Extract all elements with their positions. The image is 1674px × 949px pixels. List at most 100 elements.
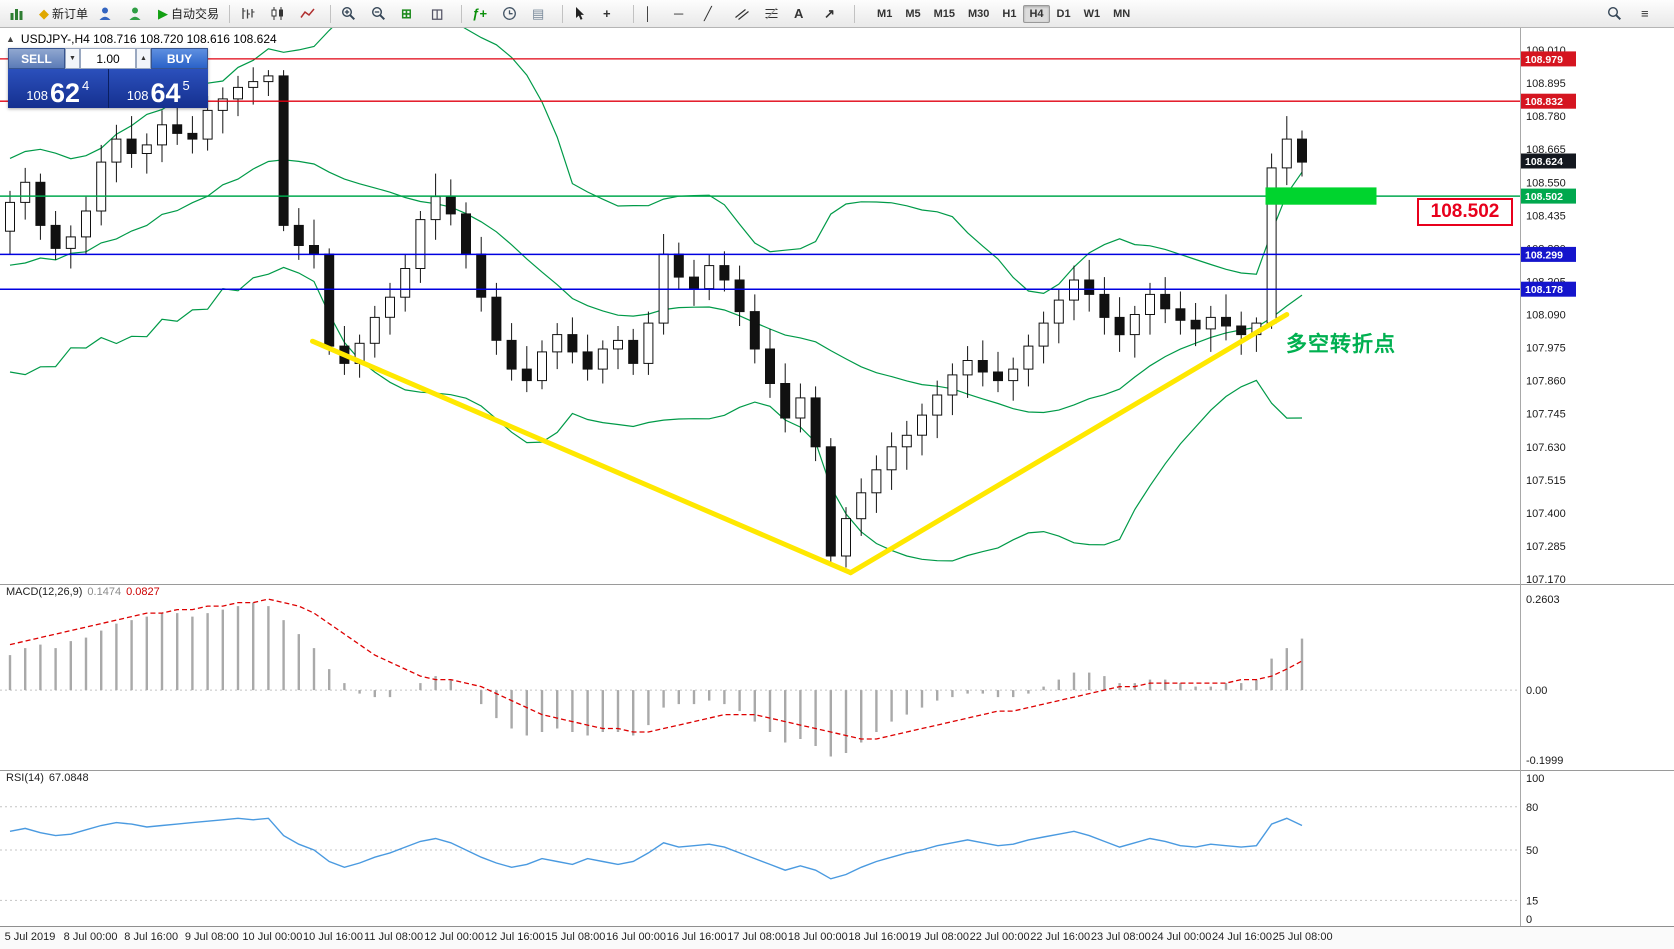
price-tag: 108.178	[1521, 281, 1576, 297]
timeframe-mn-button[interactable]: MN	[1113, 7, 1131, 20]
timeframe-w1-button[interactable]: W1	[1083, 7, 1101, 20]
new-order-button[interactable]: ◆ 新订单	[39, 6, 89, 21]
auto-trading-button[interactable]: ▶ 自动交易	[158, 6, 220, 21]
ask-price[interactable]: 108 64 5	[108, 69, 208, 108]
svg-text:108.895: 108.895	[1526, 78, 1566, 90]
timeframe-m5-button[interactable]: M5	[905, 7, 921, 20]
ask-pip: 5	[182, 78, 190, 93]
price-tag: 108.299	[1521, 246, 1576, 262]
search-button[interactable]	[1603, 2, 1631, 26]
crosshair-button[interactable]: +	[603, 6, 611, 21]
trendline-button[interactable]: ╱	[704, 6, 712, 21]
vertical-line-button[interactable]: │	[644, 6, 653, 21]
svg-text:107.285: 107.285	[1526, 541, 1566, 553]
macd-signal-line	[9, 598, 1303, 740]
time-label: 15 Jul 08:00	[545, 931, 606, 943]
price-callout[interactable]: 108.502	[1417, 198, 1513, 226]
bid-price[interactable]: 108 62 4	[8, 69, 108, 108]
trendline[interactable]	[848, 312, 1290, 576]
time-label: 5 Jul 2019	[4, 931, 56, 943]
terminal-button[interactable]	[124, 2, 152, 26]
channel-button[interactable]	[730, 2, 758, 26]
chart-list-button[interactable]: ≡	[1641, 6, 1649, 21]
svg-text:0.2603: 0.2603	[1526, 594, 1560, 606]
svg-text:107.975: 107.975	[1526, 343, 1566, 355]
timeframe-group: M1 M5 M15 M30 H1 H4 D1 W1 MN	[871, 4, 1136, 23]
rsi-line	[9, 817, 1303, 880]
time-label: 24 Jul 16:00	[1212, 931, 1272, 943]
cursor-button[interactable]	[569, 2, 597, 26]
svg-text:108.090: 108.090	[1526, 310, 1566, 322]
svg-text:107.400: 107.400	[1526, 508, 1566, 520]
main-chart[interactable]: 109.010108.895108.780108.665108.550108.4…	[0, 28, 1674, 584]
arrow-tools-button[interactable]: ↗	[824, 6, 835, 21]
toolbar-right-group: ≡	[1603, 2, 1669, 26]
time-label: 11 Jul 08:00	[364, 931, 424, 943]
arrange-windows-button[interactable]: ⊞	[401, 6, 412, 21]
svg-text:108.665: 108.665	[1526, 144, 1566, 156]
text-button[interactable]: A	[794, 6, 804, 21]
macd-histogram	[8, 602, 1304, 757]
navigator-button[interactable]	[94, 2, 122, 26]
svg-text:15: 15	[1526, 895, 1538, 907]
horizontal-line-button[interactable]: ─	[674, 6, 684, 21]
candlestick-chart-button[interactable]	[266, 2, 294, 26]
svg-text:108.299: 108.299	[1525, 249, 1563, 261]
bar-chart-button[interactable]	[236, 2, 264, 26]
svg-text:0.00: 0.00	[1526, 685, 1547, 697]
line-chart-button[interactable]	[296, 2, 324, 26]
price-tag: 108.624	[1521, 153, 1576, 169]
timeframe-h1-button[interactable]: H1	[1002, 7, 1017, 20]
sell-button[interactable]: SELL	[8, 48, 65, 69]
svg-text:107.630: 107.630	[1526, 442, 1566, 454]
zoom-in-button[interactable]	[337, 2, 365, 26]
timeframe-m15-button[interactable]: M15	[933, 7, 955, 20]
fibonacci-button[interactable]	[760, 2, 788, 26]
svg-text:107.745: 107.745	[1526, 409, 1566, 421]
time-label: 8 Jul 00:00	[63, 931, 118, 943]
time-label: 18 Jul 00:00	[787, 931, 848, 943]
svg-text:-0.1999: -0.1999	[1526, 755, 1563, 767]
time-axis[interactable]: 5 Jul 2019 8 Jul 00:00 8 Jul 16:00 9 Jul 08…	[0, 926, 1674, 949]
svg-text:108.979: 108.979	[1525, 54, 1563, 66]
tile-windows-button[interactable]: ◫	[431, 6, 444, 21]
collapse-panel-icon[interactable]: ▲	[6, 34, 15, 44]
svg-text:107.860: 107.860	[1526, 376, 1566, 388]
rsi-panel[interactable]: 100 80 50 15 0	[0, 770, 1674, 926]
indicators-button[interactable]: ƒ+	[472, 6, 487, 21]
new-chart-button[interactable]	[5, 2, 33, 26]
macd-panel[interactable]: 0.2603 0.00 -0.1999	[0, 584, 1674, 770]
svg-text:108.624: 108.624	[1525, 156, 1563, 168]
zoom-out-button[interactable]	[367, 2, 395, 26]
volume-input[interactable]	[80, 48, 136, 69]
volume-decrease-button[interactable]: ▼	[65, 48, 80, 69]
toolbar-separator	[562, 4, 564, 23]
timeframe-d1-button[interactable]: D1	[1056, 7, 1071, 20]
trendline[interactable]	[310, 338, 854, 576]
price-tag: 108.979	[1521, 51, 1576, 67]
svg-text:107.170: 107.170	[1526, 574, 1566, 584]
time-label: 16 Jul 00:00	[606, 931, 666, 943]
time-label: 9 Jul 08:00	[184, 931, 239, 943]
svg-text:107.515: 107.515	[1526, 475, 1566, 487]
symbol-info: ▲ USDJPY-,H4 108.716 108.720 108.616 108…	[6, 32, 277, 46]
symbol-ohlc-label: USDJPY-,H4 108.716 108.720 108.616 108.6…	[20, 32, 277, 46]
periods-button[interactable]	[498, 2, 526, 26]
toolbar-separator	[461, 4, 463, 23]
buy-button[interactable]: BUY	[151, 48, 208, 69]
timeframe-m30-button[interactable]: M30	[968, 7, 990, 20]
timeframe-h4-button[interactable]: H4	[1023, 4, 1050, 23]
volume-increase-button[interactable]: ▲	[136, 48, 151, 69]
macd-label: MACD(12,26,9) 0.1474 0.0827	[6, 586, 160, 598]
templates-button[interactable]: ▤	[532, 6, 545, 21]
time-label: 22 Jul 00:00	[969, 931, 1030, 943]
timeframe-m1-button[interactable]: M1	[877, 7, 893, 20]
rsi-label: RSI(14) 67.0848	[6, 772, 89, 784]
time-label: 10 Jul 16:00	[303, 931, 363, 943]
time-label: 17 Jul 08:00	[727, 931, 788, 943]
time-label: 12 Jul 16:00	[484, 931, 545, 943]
toolbar: ◆ 新订单 ▶ 自动交易 ⊞ ◫ ƒ+ ▤ + │ ─ ╱ A ↗ M1 M5 M15 M30 H1 H4 D1 W1 MN…	[0, 0, 1674, 28]
toolbar-separator	[633, 4, 635, 23]
